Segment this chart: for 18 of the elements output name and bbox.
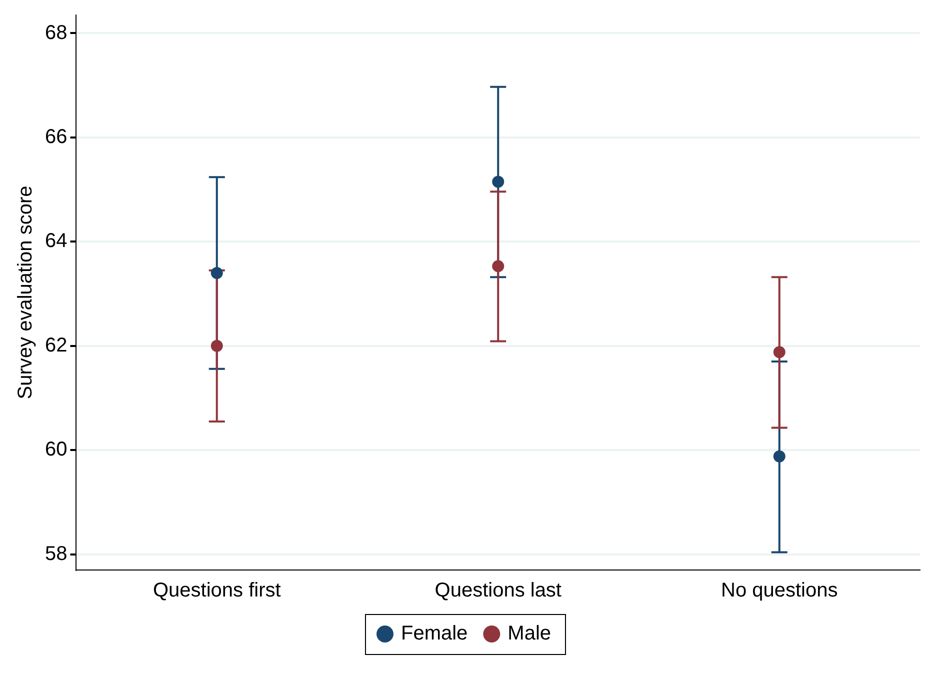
y-tick-label: 58 bbox=[44, 542, 68, 565]
y-tick-label: 60 bbox=[44, 438, 68, 461]
point bbox=[492, 260, 504, 272]
x-tick-label: Questions last bbox=[434, 580, 562, 602]
point bbox=[210, 340, 223, 352]
legend-label: Male bbox=[508, 622, 552, 645]
y-tick-label: 68 bbox=[44, 22, 68, 44]
legend-label: Female bbox=[400, 622, 468, 645]
point bbox=[492, 176, 504, 188]
y-tick-label: 64 bbox=[44, 230, 68, 252]
x-tick-label: No questions bbox=[721, 580, 838, 602]
x-tick-label: Questions first bbox=[152, 580, 282, 602]
point bbox=[773, 450, 786, 462]
y-tick-label: 66 bbox=[44, 126, 68, 148]
point bbox=[773, 346, 786, 358]
y-tick-label: 62 bbox=[44, 334, 68, 356]
y-axis-title: Survey evaluation score bbox=[14, 186, 37, 400]
point bbox=[210, 266, 223, 279]
